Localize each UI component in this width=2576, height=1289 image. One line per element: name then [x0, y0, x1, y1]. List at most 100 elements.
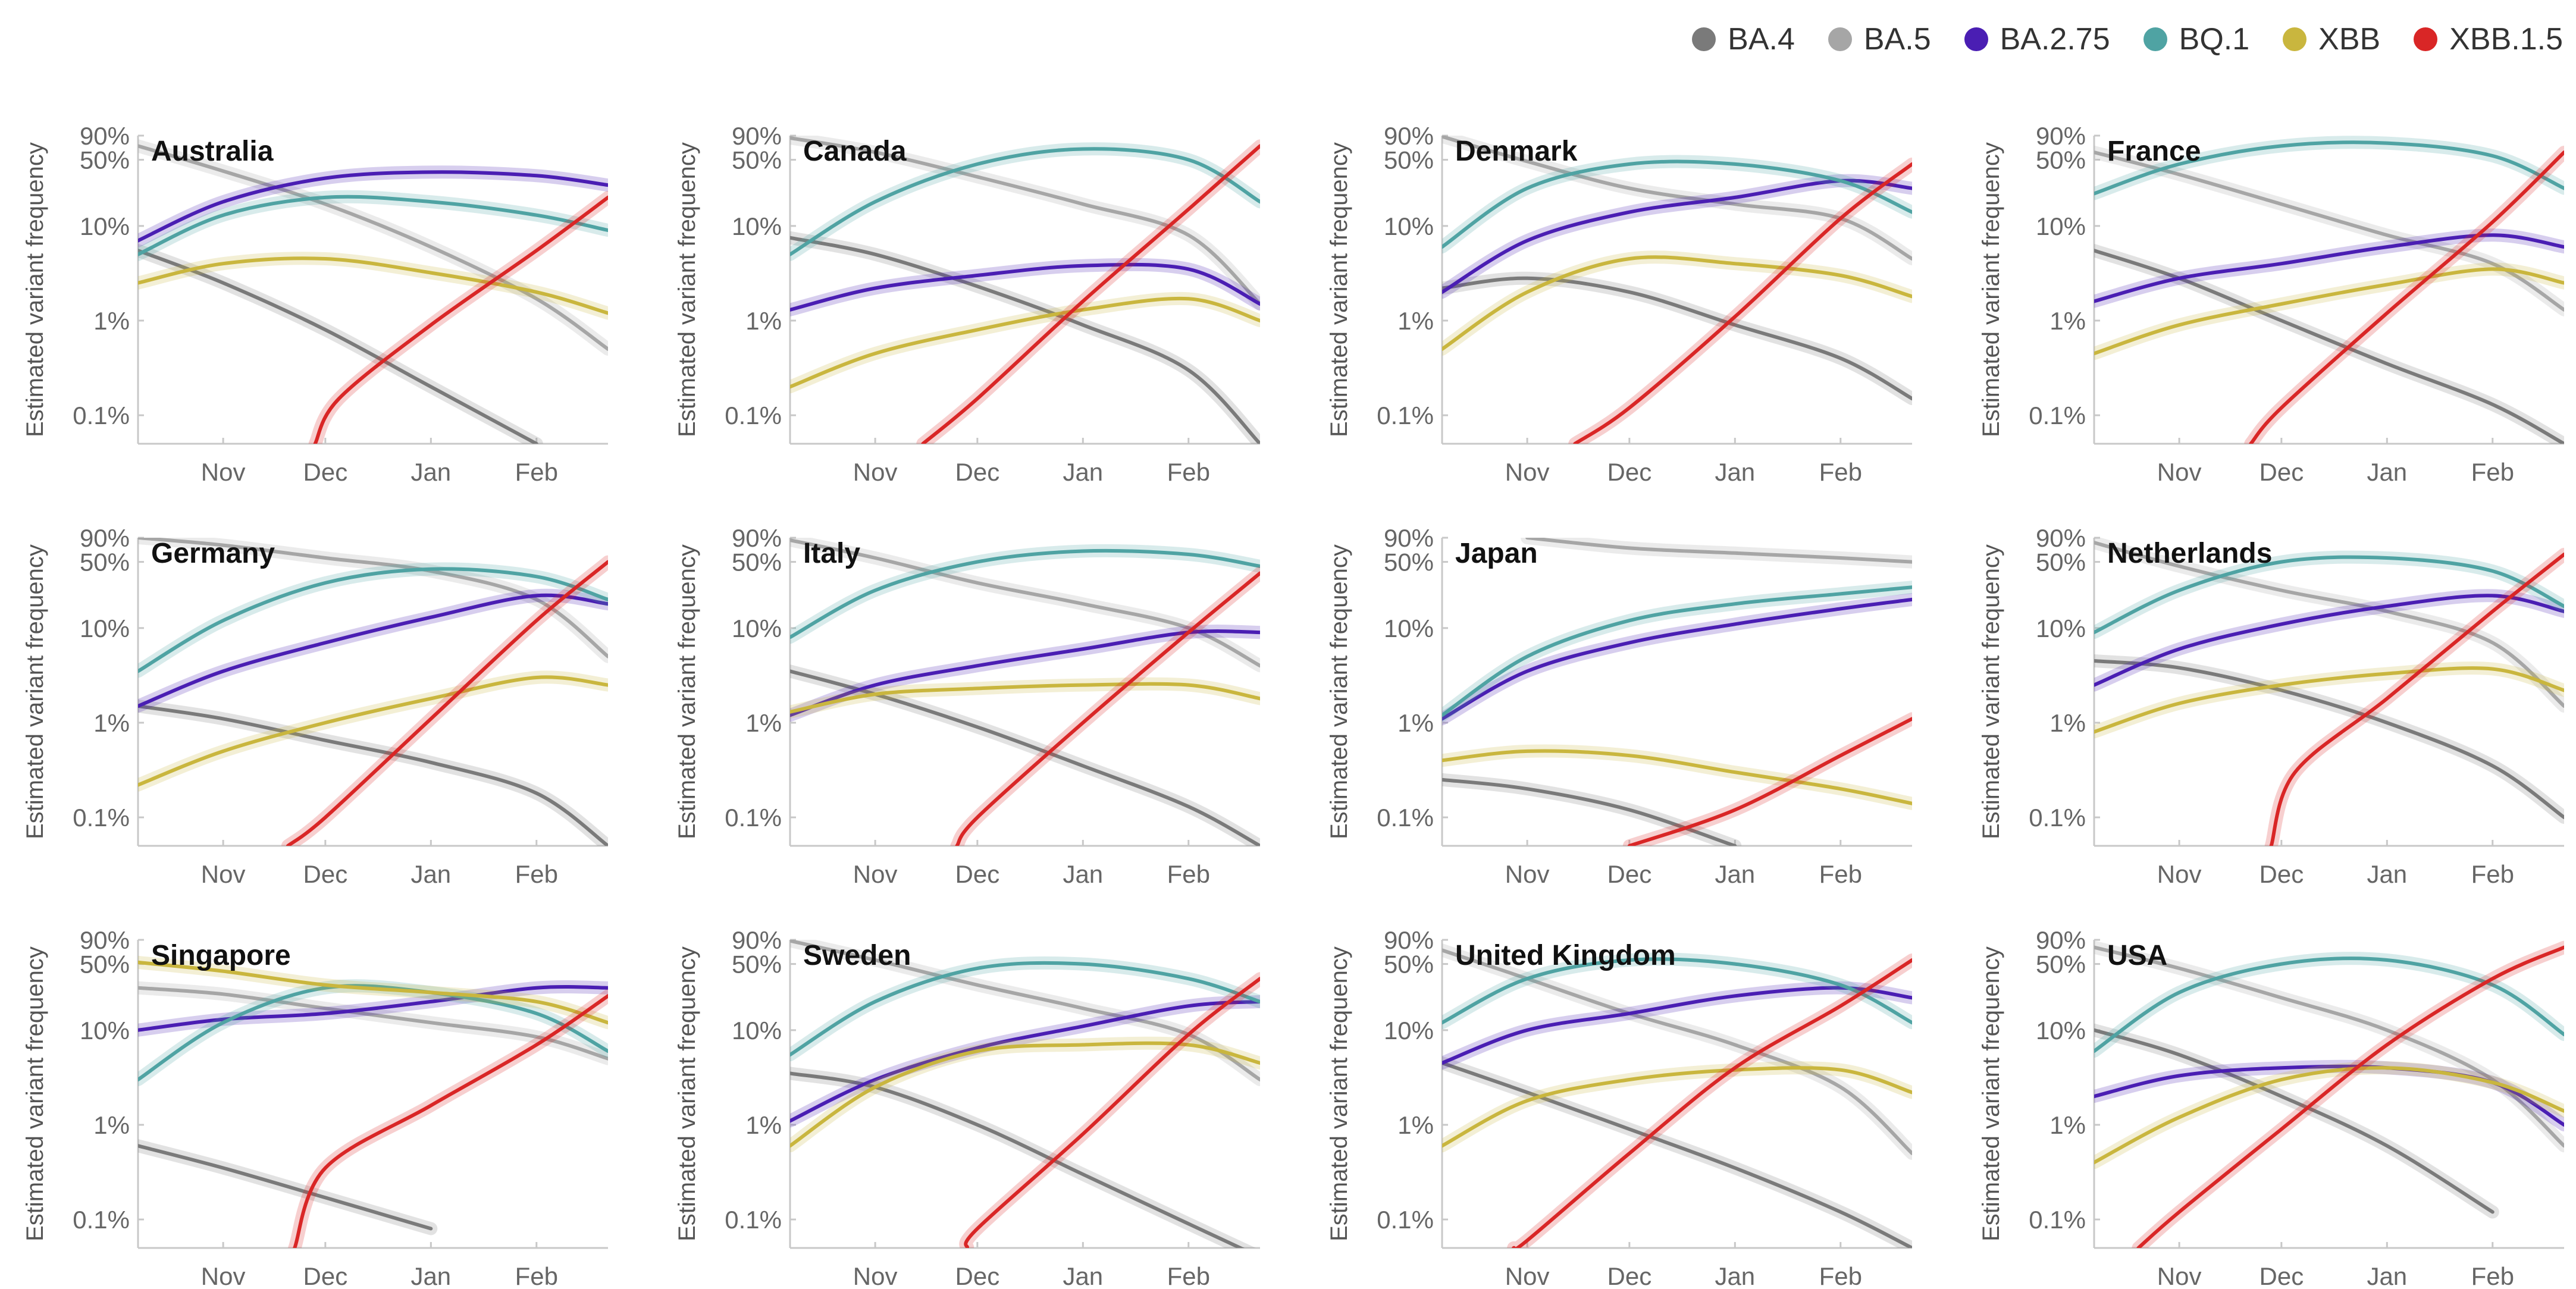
series-line-ba-4 — [138, 249, 538, 444]
y-tick-label: 50% — [2036, 146, 2086, 174]
series-line-bq-1 — [138, 567, 608, 673]
x-tick-label: Feb — [1819, 1262, 1862, 1289]
x-tick-label: Feb — [2471, 458, 2514, 486]
panel: 0.1% 1% 10% 50%90% Nov Dec Jan Feb Estimated var… — [1978, 122, 2564, 486]
x-tick-label: Feb — [2471, 860, 2514, 888]
series-line-ba-5 — [2094, 150, 2564, 312]
series-line-bq-1 — [1442, 159, 1912, 249]
panel-title: Australia — [151, 136, 274, 167]
panel: 0.1% 1% 10% 50%90% Nov Dec Jan Feb Estimated var… — [1326, 524, 1912, 888]
series-line-bq-1 — [2094, 555, 2564, 635]
series-line-xbb-1-5 — [2136, 945, 2564, 1248]
series-line-xbb — [1442, 749, 1912, 805]
series-line-ba-5 — [1442, 948, 1912, 1155]
series-group — [138, 955, 608, 1248]
series-line-ba-2-75 — [2094, 594, 2564, 687]
y-tick-label: 0.1% — [725, 1206, 782, 1234]
y-tick-label: 90% — [1384, 122, 1434, 150]
series-line-ba-5 — [138, 144, 608, 351]
panel-title: Sweden — [803, 940, 911, 971]
x-tick-label: Jan — [2367, 458, 2407, 486]
series-group — [2094, 136, 2564, 444]
series-line-xbb — [1442, 255, 1912, 351]
y-tick-label: 1% — [1397, 307, 1434, 335]
x-tick-label: Dec — [2260, 860, 2304, 888]
y-axis-label: Estimated variant frequency — [674, 946, 700, 1241]
y-tick-label: 50% — [1384, 951, 1434, 978]
x-tick-label: Jan — [1063, 860, 1103, 888]
x-tick-label: Dec — [2260, 458, 2304, 486]
series-line-ba-5 — [2094, 541, 2564, 708]
y-tick-label: 0.1% — [1377, 804, 1434, 832]
y-axis-label: Estimated variant frequency — [22, 946, 48, 1241]
x-tick-label: Nov — [2157, 458, 2202, 486]
series-line-xbb — [790, 682, 1260, 714]
y-axis-label: Estimated variant frequency — [1326, 946, 1352, 1241]
x-tick-label: Dec — [303, 458, 348, 486]
panel-title: Japan — [1455, 538, 1538, 569]
x-tick-label: Feb — [2471, 1262, 2514, 1289]
y-tick-label: 1% — [745, 307, 782, 335]
y-tick-label: 90% — [80, 926, 130, 954]
legend-swatch — [1964, 27, 1988, 51]
series-line-ba-2-75 — [790, 262, 1260, 312]
series-group — [1442, 538, 1912, 846]
series-line-ba-5 — [138, 538, 608, 658]
x-tick-label: Dec — [955, 1262, 1000, 1289]
y-tick-label: 90% — [732, 926, 782, 954]
y-tick-label: 1% — [93, 307, 130, 335]
series-group — [2094, 538, 2564, 846]
series-group — [790, 538, 1260, 846]
x-tick-label: Nov — [1505, 458, 1550, 486]
series-line-xbb — [138, 256, 608, 315]
y-tick-label: 10% — [2036, 1017, 2086, 1045]
x-tick-label: Dec — [1607, 1262, 1652, 1289]
series-line-bq-1 — [790, 548, 1260, 639]
y-tick-label: 0.1% — [73, 402, 130, 429]
series-line-ba-5 — [138, 986, 608, 1061]
y-tick-label: 90% — [80, 122, 130, 150]
series-line-ba-4 — [1442, 276, 1912, 401]
legend-item: XBB.1.5 — [2414, 21, 2563, 57]
x-tick-label: Dec — [2260, 1262, 2304, 1289]
x-tick-label: Dec — [303, 860, 348, 888]
legend-label: XBB — [2318, 22, 2381, 57]
series-group — [138, 139, 608, 444]
x-tick-label: Nov — [853, 1262, 898, 1289]
y-tick-label: 10% — [80, 614, 130, 642]
series-line-xbb-1-5 — [955, 571, 1260, 846]
series-line-ba-2-75 — [138, 170, 608, 243]
panel: 0.1% 1% 10% 50%90% Nov Dec Jan Feb Estimated var… — [674, 926, 1260, 1289]
y-axis-label: Estimated variant frequency — [1978, 142, 2004, 437]
y-tick-label: 0.1% — [2029, 804, 2086, 832]
y-tick-label: 10% — [732, 614, 782, 642]
y-tick-label: 0.1% — [1377, 402, 1434, 429]
panel: 0.1% 1% 10% 50%90% Nov Dec Jan Feb Estimated var… — [22, 524, 608, 888]
y-tick-label: 0.1% — [73, 804, 130, 832]
series-line-xbb-1-5 — [2249, 150, 2564, 444]
x-tick-label: Feb — [515, 458, 558, 486]
x-tick-label: Nov — [853, 860, 898, 888]
series-line-xbb-1-5 — [1512, 958, 1912, 1248]
x-tick-label: Feb — [515, 1262, 558, 1289]
y-tick-label: 90% — [2036, 524, 2086, 552]
series-line-ba-5 — [790, 136, 1260, 306]
y-tick-label: 90% — [2036, 926, 2086, 954]
series-line-bq-1 — [2094, 956, 2564, 1053]
series-line-bq-1 — [1442, 957, 1912, 1025]
x-tick-label: Jan — [1063, 1262, 1103, 1289]
series-line-xbb — [2094, 1066, 2564, 1165]
series-line-bq-1 — [1442, 585, 1912, 717]
legend: BA.4 BA.5 BA.2.75 BQ.1 XBB XBB.1.5 — [1692, 15, 2563, 63]
series-line-ba-4 — [138, 1144, 433, 1231]
x-tick-label: Feb — [1167, 860, 1210, 888]
x-tick-label: Nov — [2157, 1262, 2202, 1289]
y-axis-label: Estimated variant frequency — [22, 544, 48, 839]
x-tick-label: Nov — [1505, 860, 1550, 888]
legend-label: XBB.1.5 — [2449, 22, 2563, 57]
y-tick-label: 1% — [93, 709, 130, 737]
panel-title: Canada — [803, 136, 907, 167]
x-tick-label: Feb — [1819, 860, 1862, 888]
y-tick-label: 0.1% — [73, 1206, 130, 1234]
y-axis-label: Estimated variant frequency — [1326, 142, 1352, 437]
